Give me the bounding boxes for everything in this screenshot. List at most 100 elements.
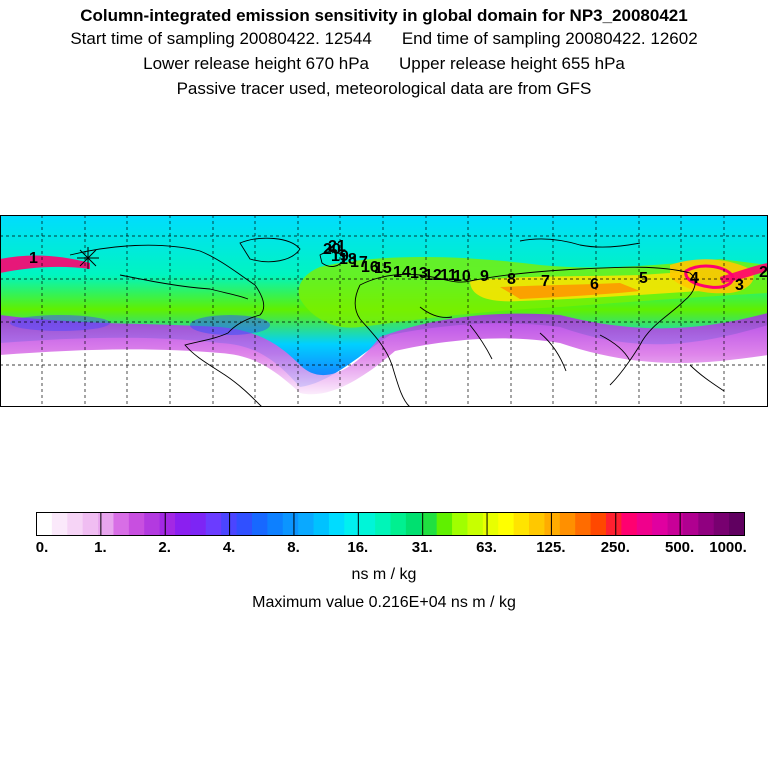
colorbar-cell (482, 512, 499, 536)
colorbar-cell (452, 512, 468, 536)
colorbar-cell (713, 512, 730, 536)
track-label-17: 17 (350, 254, 368, 271)
track-label-15: 15 (374, 260, 392, 277)
colorbar-cell (113, 512, 130, 536)
track-label-6: 6 (590, 276, 599, 293)
track-label-3: 3 (735, 277, 744, 294)
coastlines (69, 237, 725, 407)
colorbar-cell (205, 512, 222, 536)
release-heights: Lower release height 670 hPa Upper releas… (0, 51, 768, 76)
sensitivity-map: 1 2 3 4 5 6 7 8 9 10 11 12 13 14 15 16 1… (0, 215, 768, 407)
colorbar-cell (652, 512, 668, 536)
track-label-13: 13 (410, 265, 428, 282)
lat-lon-grid (0, 215, 768, 407)
colorbar-cell (390, 512, 407, 536)
colorbar-cell (51, 512, 68, 536)
tracer-note: Passive tracer used, meteorological data… (176, 79, 592, 98)
track-label-7: 7 (541, 273, 550, 290)
colorbar-cell (529, 512, 545, 536)
colorbar-cell (313, 512, 330, 536)
colorbar (36, 512, 745, 536)
colorbar-tick-label: 1. (94, 539, 107, 556)
colorbar-cell (498, 512, 515, 536)
colorbar-tick-label: 2. (158, 539, 171, 556)
colorbar-cell (682, 512, 699, 536)
colorbar-cell (282, 512, 299, 536)
colorbar-cell (298, 512, 314, 536)
colorbar-cell (375, 512, 391, 536)
track-label-8: 8 (507, 271, 516, 288)
plot-header: Column-integrated emission sensitivity i… (0, 6, 768, 101)
start-time: Start time of sampling 20080422. 12544 (70, 29, 372, 48)
colorbar-cell (436, 512, 453, 536)
track-label-19: 19 (331, 248, 349, 265)
hot-ring-east (684, 264, 735, 289)
track-label-18: 18 (339, 251, 357, 268)
colorbar-units: ns m / kg (351, 566, 417, 583)
colorbar-cell (698, 512, 715, 536)
blue-patch-pacific (10, 315, 110, 331)
colorbar-cell (267, 512, 284, 536)
track-label-16: 16 (361, 259, 379, 276)
colorbar-cell (405, 512, 422, 536)
colorbar-tick-labels: 0. 1. 2. 4. 8. 16. 31. 63. 125. 250. 500. 1000. (0, 539, 768, 559)
colorbar-cell (128, 512, 145, 536)
colorbar-cell (636, 512, 653, 536)
track-label-12: 12 (424, 267, 442, 284)
colorbar-tick-label: 0. (35, 539, 49, 556)
colorbar-cell (236, 512, 253, 536)
track-label-11: 11 (440, 267, 457, 284)
colorbar-cell (175, 512, 191, 536)
colorbar-cells (36, 512, 745, 536)
hot-streak-east (720, 263, 768, 283)
colorbar-tick-label: 16. (347, 539, 369, 556)
sampling-times: Start time of sampling 20080422. 12544 En… (0, 26, 768, 51)
colorbar-cell (559, 512, 576, 536)
track-label-2: 2 (759, 264, 768, 281)
track-label-4: 4 (690, 270, 699, 287)
upper-release-height: Upper release height 655 hPa (399, 54, 625, 73)
colorbar-tick-label: 63. (476, 539, 497, 556)
colorbar-frame (36, 512, 745, 536)
colorbar-cell (590, 512, 607, 536)
colorbar-tick-label: 31. (411, 539, 433, 556)
colorbar-cell (729, 512, 745, 536)
colorbar-cell (159, 512, 176, 536)
maximum-value: Maximum value 0.216E+04 ns m / kg (252, 594, 516, 611)
track-label-21: 21 (328, 238, 346, 255)
colorbar-cell (621, 512, 638, 536)
colorbar-cell (467, 512, 484, 536)
colorbar-cell (328, 512, 345, 536)
track-labels: 1 2 3 4 5 6 7 8 9 10 11 12 13 14 15 16 1… (29, 238, 768, 294)
end-time: End time of sampling 20080422. 12602 (401, 29, 698, 48)
colorbar-cell (544, 512, 561, 536)
colorbar-cell (605, 512, 622, 536)
colorbar-tick-label: 125. (536, 539, 566, 556)
colorbar-cell (82, 512, 99, 536)
page-title: Column-integrated emission sensitivity i… (80, 6, 688, 25)
colorbar-cell (144, 512, 161, 536)
lower-release-height: Lower release height 670 hPa (143, 54, 369, 73)
colorbar-tick-label: 4. (222, 539, 236, 556)
blue-patch-atlantic (190, 315, 270, 335)
purple-fringe (0, 313, 768, 395)
colorbar-tick-label: 8. (287, 539, 300, 556)
colorbar-cell (344, 512, 361, 536)
colorbar-cell (575, 512, 591, 536)
colorbar-dividers (100, 512, 681, 536)
track-label-20: 20 (323, 241, 341, 258)
track-label-1: 1 (29, 250, 38, 267)
colorbar-cell (513, 512, 530, 536)
colorbar-cell (98, 512, 114, 536)
hot-streak-west (0, 255, 90, 273)
track-label-14: 14 (393, 264, 411, 281)
colorbar-tick-label: 250. (600, 539, 630, 556)
asterisk-icon (77, 247, 99, 269)
colorbar-cell (359, 512, 376, 536)
track-label-5: 5 (639, 270, 648, 287)
colorbar-cell (421, 512, 438, 536)
colorbar-cell (67, 512, 84, 536)
track-label-9: 9 (480, 268, 489, 285)
track-label-10: 10 (453, 268, 471, 285)
colorbar-cell (251, 512, 268, 536)
